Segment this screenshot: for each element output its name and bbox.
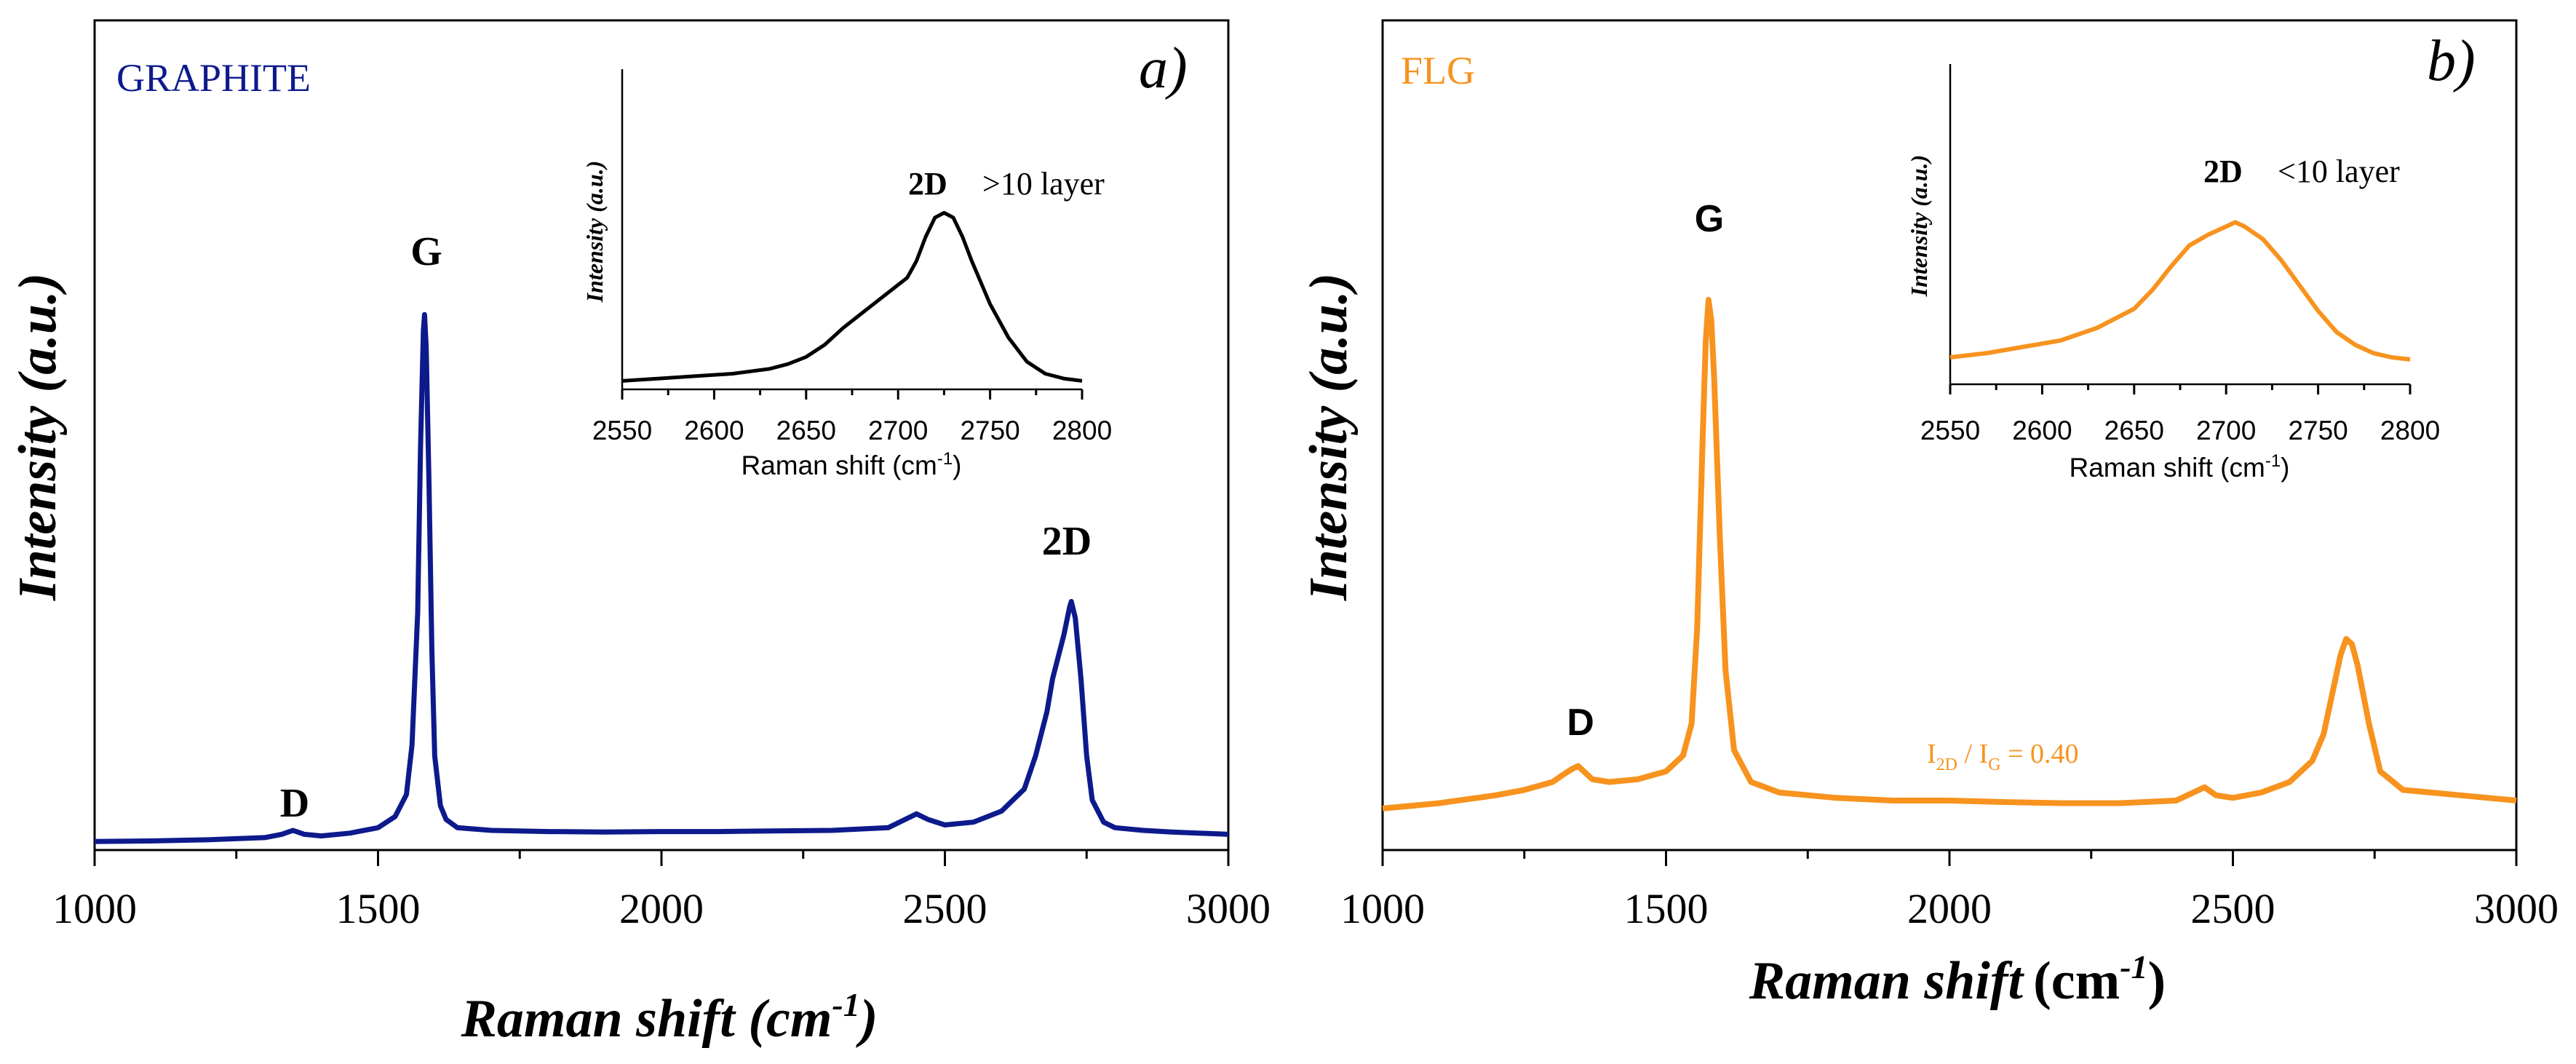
inset-b-x-title: Raman shift (cm-1) — [2069, 451, 2289, 483]
x-tick-label: 1500 — [336, 885, 421, 932]
inset-a-y-title: Intensity (a.u.) — [581, 161, 608, 303]
inset-b-x-tick-labels: 2550 2600 2650 2700 2750 2800 — [1920, 416, 2440, 445]
inset-a-x-ticks — [621, 389, 1084, 400]
panel-b-peak-g: G — [1695, 198, 1724, 240]
x-tick-label: 1500 — [1624, 885, 1709, 932]
x-tick-label: 2650 — [2104, 416, 2164, 445]
x-tick-label: 2650 — [776, 416, 836, 445]
flg-spectrum-line — [1382, 297, 2517, 811]
panel-b-letter: b) — [2427, 29, 2476, 93]
panel-b-inset: 2550 2600 2650 2700 2750 2800 Intensity (a.u.… — [1906, 64, 2440, 483]
panel-a-peak-d: D — [280, 781, 309, 826]
panel-b-y-axis-title: Intensity (a.u.) — [1299, 273, 1359, 601]
x-tick-label: 2500 — [2191, 885, 2275, 932]
inset-a-layer-note: >10 layer — [982, 166, 1105, 202]
panel-b-x-ticks — [1381, 850, 2518, 866]
x-tick-label: 3000 — [1186, 885, 1271, 932]
x-tick-label: 3000 — [2474, 885, 2559, 932]
graphite-spectrum-line — [94, 311, 1229, 844]
x-tick-label: 2600 — [2012, 416, 2072, 445]
x-tick-label: 2550 — [1920, 416, 1980, 445]
panel-b-sample-name: FLG — [1401, 49, 1475, 92]
panel-a-sample-name: GRAPHITE — [116, 56, 311, 100]
x-tick-label: 2700 — [2196, 416, 2256, 445]
x-tick-label: 1000 — [52, 885, 137, 932]
inset-a-2d-band-line — [621, 210, 1083, 383]
panel-a-inset: 2550 2600 2650 2700 2750 2800 Intensity (a.u.… — [581, 69, 1112, 480]
panel-a-peak-2d: 2D — [1042, 519, 1092, 564]
inset-b-2d-band-line — [1949, 220, 2411, 362]
panel-a-x-ticks — [93, 850, 1230, 866]
x-tick-label: 2500 — [903, 885, 987, 932]
inset-b-peak-label: 2D — [2203, 154, 2243, 189]
panel-a-graphite: 1000 1500 2000 2500 3000 GRAPHITE a) D G 2D … — [8, 19, 1271, 1049]
x-tick-label: 2550 — [592, 416, 652, 445]
x-tick-label: 2000 — [1907, 885, 1992, 932]
inset-a-peak-label: 2D — [908, 166, 947, 202]
panel-b-flg: 1000 1500 2000 2500 3000 FLG b) D G I2D / IG… — [1299, 19, 2559, 1011]
x-tick-label: 2750 — [960, 416, 1019, 445]
panel-a-peak-g: G — [410, 229, 442, 274]
panel-a-y-axis-title: Intensity (a.u.) — [8, 273, 68, 601]
x-tick-label: 2800 — [2380, 416, 2440, 445]
x-tick-label: 2000 — [619, 885, 704, 932]
inset-b-y-title: Intensity (a.u.) — [1906, 155, 1932, 298]
panel-b-peak-d: D — [1567, 702, 1594, 744]
inset-a-x-title: Raman shift (cm-1) — [741, 449, 961, 480]
panel-b-x-tick-labels: 1000 1500 2000 2500 3000 — [1340, 885, 2559, 932]
panel-a-letter: a) — [1139, 36, 1188, 100]
inset-b-x-ticks — [1949, 384, 2412, 394]
panel-a-x-tick-labels: 1000 1500 2000 2500 3000 — [52, 885, 1271, 932]
x-tick-label: 2750 — [2288, 416, 2348, 445]
x-tick-label: 2600 — [684, 416, 744, 445]
panel-a-x-axis-title: Raman shift (cm-1) — [461, 986, 878, 1049]
x-tick-label: 2800 — [1052, 416, 1112, 445]
x-tick-label: 2700 — [868, 416, 928, 445]
inset-b-layer-note: <10 layer — [2278, 154, 2400, 189]
panel-b-x-axis-title: Raman shift (cm-1) — [1749, 948, 2166, 1011]
panel-b-intensity-ratio: I2D / IG = 0.40 — [1927, 739, 2079, 774]
x-tick-label: 1000 — [1340, 885, 1425, 932]
inset-a-x-tick-labels: 2550 2600 2650 2700 2750 2800 — [592, 416, 1112, 445]
